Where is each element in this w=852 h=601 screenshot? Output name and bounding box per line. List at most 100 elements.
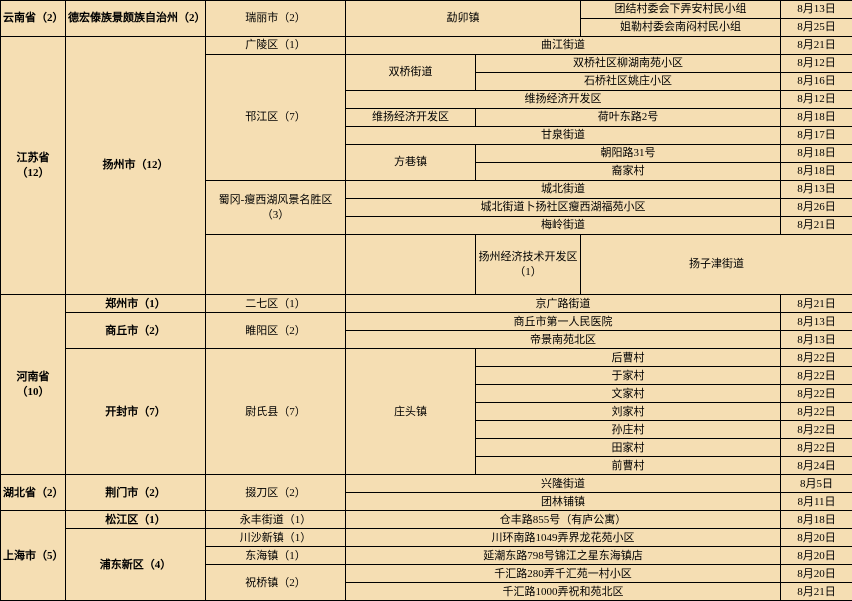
table-row: 开封市（7）尉氏县（7）庄头镇后曹村8月22日 [1, 349, 852, 367]
table-cell: 广陵区（1） [206, 37, 346, 55]
table-cell: 祝桥镇（2） [206, 565, 346, 601]
table-cell: 8月22日 [781, 403, 852, 421]
table-cell: 曲江街道 [346, 37, 781, 55]
table-cell: 8月21日 [781, 37, 852, 55]
table-cell: 8月18日 [781, 109, 852, 127]
table-cell: 庄头镇 [346, 349, 476, 475]
table-cell: 8月22日 [781, 349, 852, 367]
table-cell: 延潮东路798号锦江之星东海镇店 [346, 547, 781, 565]
table-cell: 双桥社区柳湖南苑小区 [476, 55, 781, 73]
table-cell: 甘泉街道 [346, 127, 781, 145]
table-cell: 8月20日 [781, 565, 852, 583]
table-cell: 湖北省（2） [1, 475, 66, 511]
table-cell: 扬子津街道 [581, 235, 852, 295]
table-cell: 德宏傣族景颇族自治州（2） [66, 1, 206, 37]
table-cell: 石桥社区姚庄小区 [476, 73, 781, 91]
table-cell: 8月26日 [781, 199, 852, 217]
table-cell: 川沙新镇（1） [206, 529, 346, 547]
table-row: 湖北省（2）荆门市（2）掇刀区（2）兴隆街道8月5日 [1, 475, 852, 493]
table-cell: 于家村 [476, 367, 781, 385]
table-cell: 千汇路280弄千汇苑一村小区 [346, 565, 781, 583]
table-cell: 荷叶东路2号 [476, 109, 781, 127]
table-cell: 朝阳路31号 [476, 145, 781, 163]
table-cell: 开封市（7） [66, 349, 206, 475]
table-cell: 京广路街道 [346, 295, 781, 313]
table-cell: 维扬经济开发区 [346, 91, 781, 109]
table-cell: 田家村 [476, 439, 781, 457]
table-cell: 后曹村 [476, 349, 781, 367]
table-cell: 帝景南苑北区 [346, 331, 781, 349]
table-row: 河南省（10）郑州市（1）二七区（1）京广路街道8月21日 [1, 295, 852, 313]
table-cell: 兴隆街道 [346, 475, 781, 493]
table-cell: 8月13日 [781, 1, 852, 19]
table-cell: 团结村委会下弄安村民小组 [581, 1, 781, 19]
risk-area-table: 云南省（2）德宏傣族景颇族自治州（2）瑞丽市（2）勐卯镇团结村委会下弄安村民小组… [0, 0, 852, 601]
table-cell: 瑞丽市（2） [206, 1, 346, 37]
table-cell: 8月12日 [781, 91, 852, 109]
table-cell: 勐卯镇 [346, 1, 581, 37]
table-cell: 邗江区（7） [206, 55, 346, 181]
table-cell: 荆门市（2） [66, 475, 206, 511]
table-row: 上海市（5）松江区（1）永丰街道（1）仓丰路855号（有庐公寓）8月18日 [1, 511, 852, 529]
table-cell: 8月25日 [781, 19, 852, 37]
table-cell: 8月18日 [781, 145, 852, 163]
table-row: 浦东新区（4）川沙新镇（1）川环南路1049弄界龙花苑小区8月20日 [1, 529, 852, 547]
table-cell [206, 235, 346, 295]
table-cell: 商丘市（2） [66, 313, 206, 349]
table-cell: 8月24日 [781, 457, 852, 475]
table-cell: 8月21日 [781, 295, 852, 313]
table-row: 云南省（2）德宏傣族景颇族自治州（2）瑞丽市（2）勐卯镇团结村委会下弄安村民小组… [1, 1, 852, 19]
table-cell: 睢阳区（2） [206, 313, 346, 349]
table-cell: 扬州经济技术开发区（1） [476, 235, 581, 295]
table-cell: 浦东新区（4） [66, 529, 206, 601]
table-cell: 8月13日 [781, 331, 852, 349]
table-cell: 方巷镇 [346, 145, 476, 181]
table-row: 商丘市（2）睢阳区（2）商丘市第一人民医院8月13日 [1, 313, 852, 331]
table-cell: 8月17日 [781, 127, 852, 145]
table-cell: 城北街道 [346, 181, 781, 199]
table-cell: 东海镇（1） [206, 547, 346, 565]
table-cell: 城北街道卜扬社区瘦西湖福苑小区 [346, 199, 781, 217]
table-cell: 尉氏县（7） [206, 349, 346, 475]
table-cell: 郑州市（1） [66, 295, 206, 313]
table-cell: 前曹村 [476, 457, 781, 475]
table-cell: 双桥街道 [346, 55, 476, 91]
table-cell: 蜀冈-瘦西湖风景名胜区（3） [206, 181, 346, 235]
table-cell: 维扬经济开发区 [346, 109, 476, 127]
table-cell: 永丰街道（1） [206, 511, 346, 529]
table-cell: 孙庄村 [476, 421, 781, 439]
table-cell: 云南省（2） [1, 1, 66, 37]
table-cell: 8月22日 [781, 439, 852, 457]
table-cell: 8月20日 [781, 547, 852, 565]
table-cell: 裔家村 [476, 163, 781, 181]
table-cell: 8月21日 [781, 583, 852, 601]
table-cell: 8月22日 [781, 385, 852, 403]
table-cell: 团林铺镇 [346, 493, 781, 511]
table-cell: 8月21日 [781, 217, 852, 235]
table-cell: 8月13日 [781, 313, 852, 331]
table-cell: 商丘市第一人民医院 [346, 313, 781, 331]
table-cell: 8月20日 [781, 529, 852, 547]
table-cell: 河南省（10） [1, 295, 66, 475]
table-cell: 8月16日 [781, 73, 852, 91]
table-cell: 文家村 [476, 385, 781, 403]
table-cell: 8月22日 [781, 421, 852, 439]
table-cell: 8月18日 [781, 511, 852, 529]
table-cell: 掇刀区（2） [206, 475, 346, 511]
table-cell [346, 235, 476, 295]
table-cell: 扬州市（12） [66, 37, 206, 295]
table-cell: 8月13日 [781, 181, 852, 199]
table-cell: 仓丰路855号（有庐公寓） [346, 511, 781, 529]
table-cell: 8月18日 [781, 163, 852, 181]
table-cell: 8月11日 [781, 493, 852, 511]
table-cell: 千汇路1000弄祝和苑北区 [346, 583, 781, 601]
table-cell: 江苏省（12） [1, 37, 66, 295]
table-cell: 姐勒村委会南闷村民小组 [581, 19, 781, 37]
table-cell: 梅岭街道 [346, 217, 781, 235]
table-cell: 松江区（1） [66, 511, 206, 529]
table-cell: 刘家村 [476, 403, 781, 421]
table-cell: 8月22日 [781, 367, 852, 385]
table-row: 江苏省（12）扬州市（12）广陵区（1）曲江街道8月21日 [1, 37, 852, 55]
table-cell: 8月5日 [781, 475, 852, 493]
table-cell: 上海市（5） [1, 511, 66, 601]
